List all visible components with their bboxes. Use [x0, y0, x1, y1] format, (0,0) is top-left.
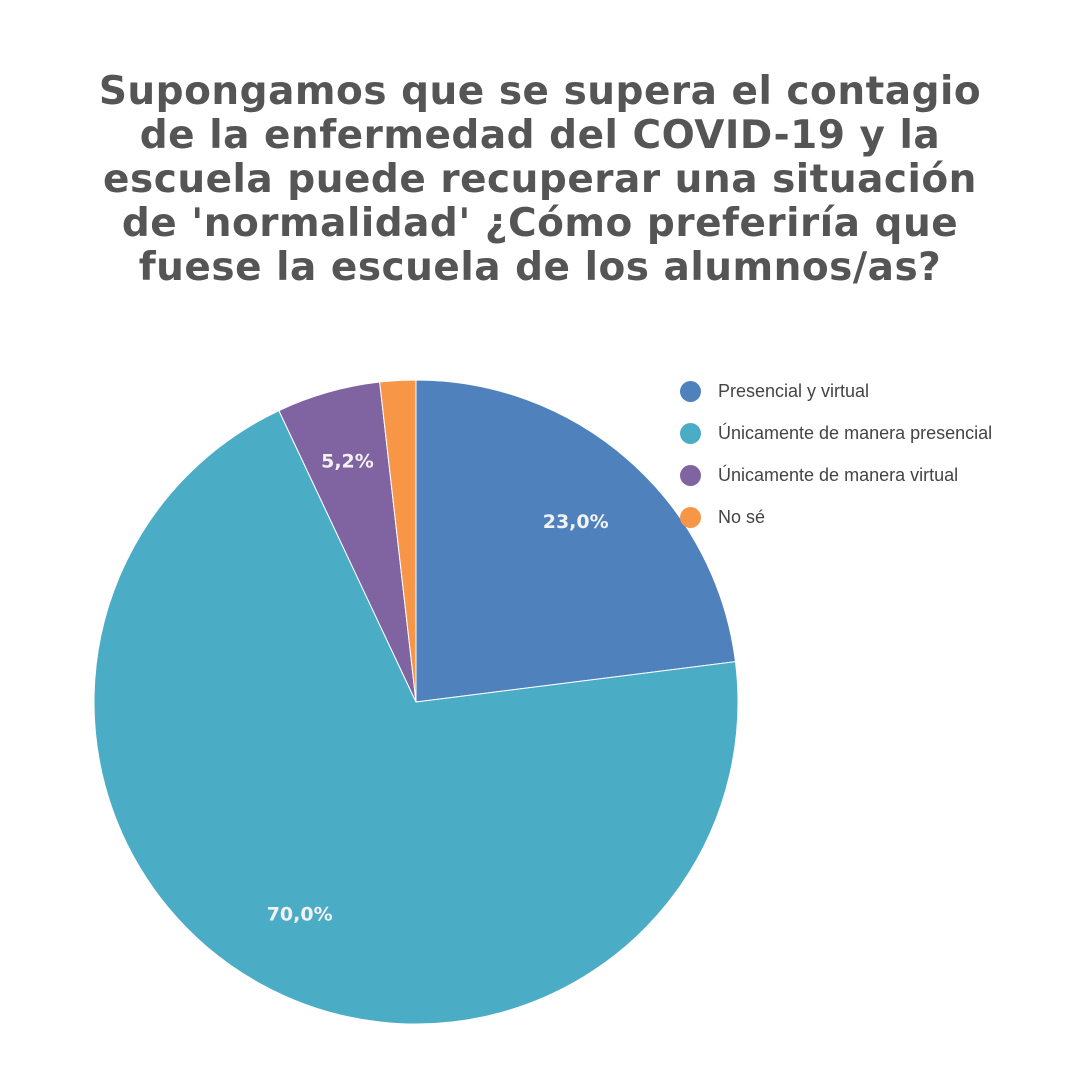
legend: Presencial y virtual Únicamente de maner…: [680, 370, 992, 538]
legend-swatch: [680, 380, 701, 402]
legend-item: Presencial y virtual: [680, 370, 992, 412]
legend-swatch: [680, 464, 701, 486]
data-label: 23,0%: [543, 511, 609, 533]
legend-item: No sé: [680, 496, 992, 538]
legend-label: No sé: [718, 506, 766, 527]
title-line: escuela puede recuperar una situación: [103, 157, 977, 202]
data-label: 5,2%: [321, 450, 374, 472]
legend-item: Únicamente de manera virtual: [680, 454, 992, 496]
legend-label: Presencial y virtual: [718, 380, 870, 401]
chart-title: Supongamos que se supera el contagio de …: [40, 70, 1040, 290]
pie-slice: [379, 379, 417, 703]
title-line: de 'normalidad' ¿Cómo preferiría que: [121, 201, 959, 246]
pie-slice: [93, 409, 739, 1025]
pie-slice: [415, 379, 737, 703]
data-label: 70,0%: [267, 904, 333, 926]
title-line: fuese la escuela de los alumnos/as?: [138, 245, 942, 290]
legend-swatch: [680, 422, 701, 444]
legend-label: Únicamente de manera virtual: [718, 464, 959, 485]
title-line: de la enfermedad del COVID-19 y la: [139, 113, 941, 158]
legend-item: Únicamente de manera presencial: [680, 412, 992, 454]
legend-label: Únicamente de manera presencial: [718, 422, 993, 443]
title-line: Supongamos que se supera el contagio: [98, 69, 982, 114]
legend-swatch: [680, 506, 701, 528]
